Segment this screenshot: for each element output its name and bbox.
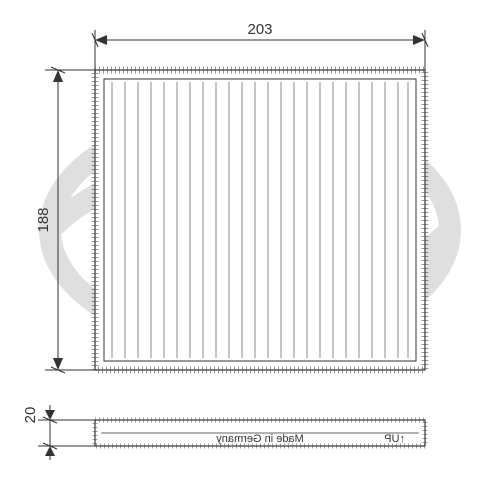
up-arrow-label: ↑UP [384,433,405,445]
drawing-canvas: 203 188 [0,0,500,500]
made-in-label: Made in Germany [216,433,304,445]
filter-top-view [95,70,425,370]
height-value: 188 [35,207,52,232]
width-value: 203 [247,21,272,38]
thickness-value: 20 [22,407,39,424]
filter-side-view: Made in Germany ↑UP [95,420,425,446]
dimension-thickness: 20 [22,405,95,460]
dimension-width: 203 [92,21,428,70]
